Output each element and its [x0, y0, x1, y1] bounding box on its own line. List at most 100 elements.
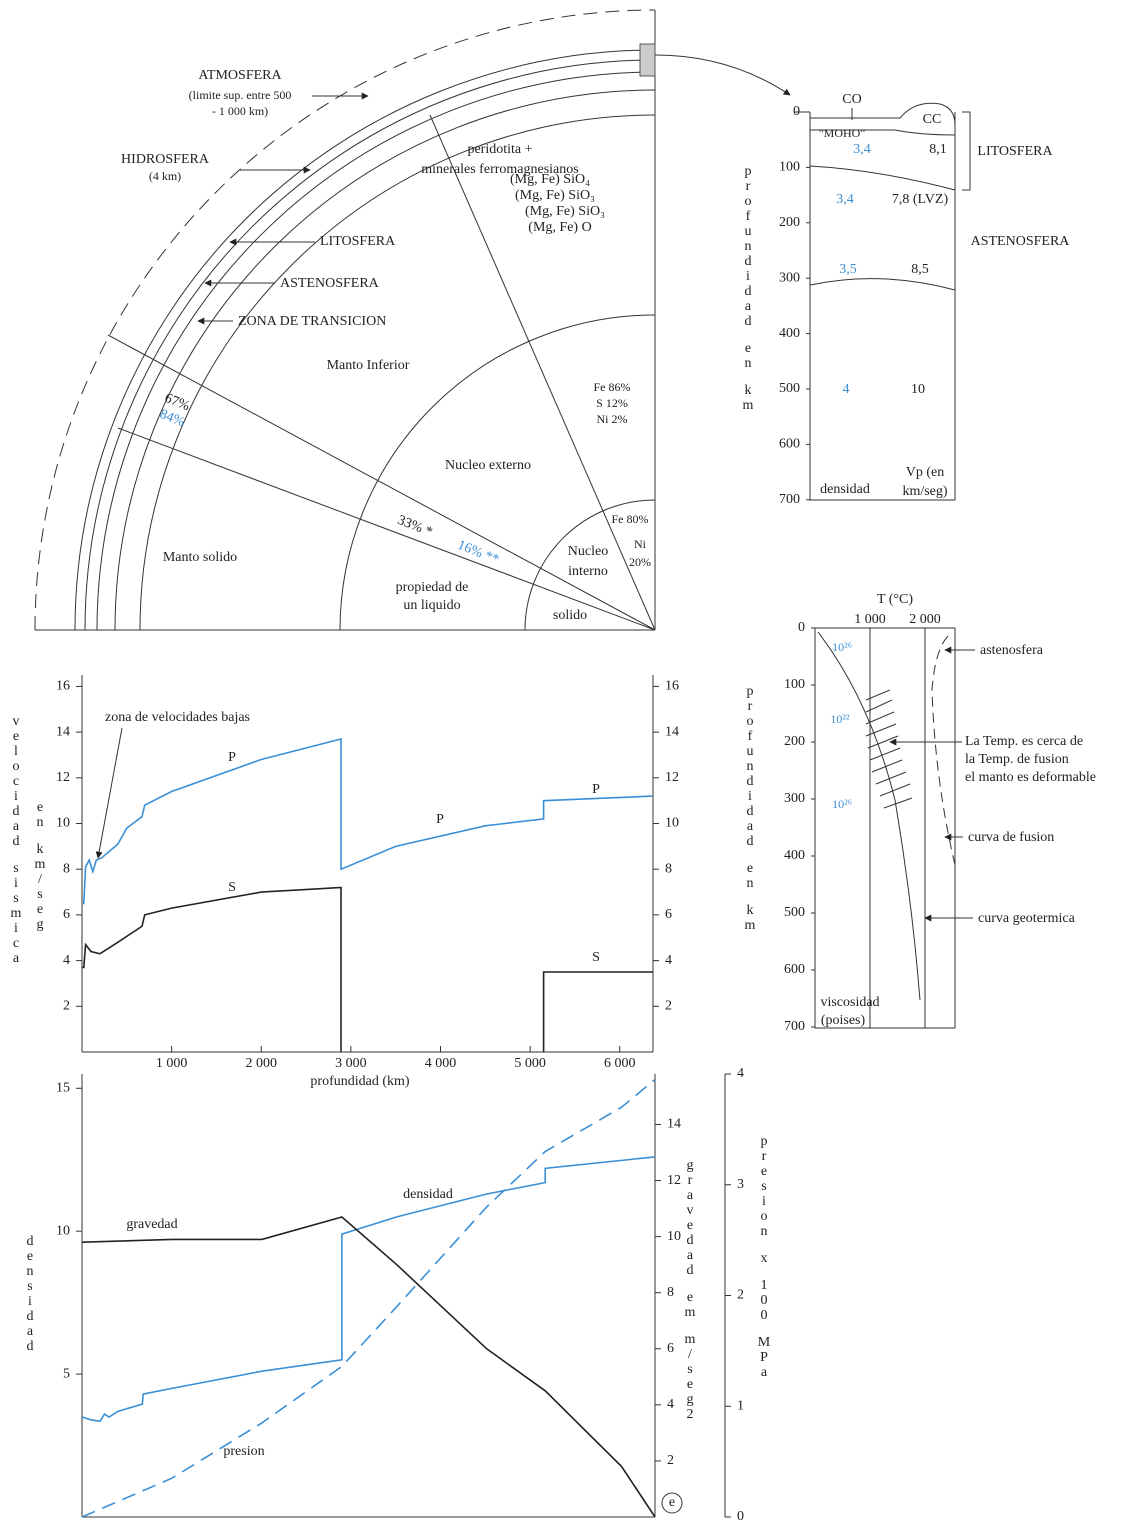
lithosphere-base — [810, 166, 955, 190]
label: ASTENOSFERA — [280, 276, 380, 291]
label: interno — [568, 564, 608, 579]
y-tick-label: 100 — [784, 677, 805, 692]
label: Manto Inferior — [327, 358, 410, 373]
annotation: S — [592, 950, 600, 965]
y-tick-label: 5 — [63, 1366, 70, 1381]
label: (4 km) — [149, 169, 181, 183]
series-label: densidad — [403, 1187, 453, 1202]
formula: (Mg, Fe) SiO₃ — [515, 188, 595, 203]
x-tick-label: 5 000 — [514, 1056, 546, 1071]
y-tick-label: 10 — [56, 1223, 70, 1238]
series-line — [82, 1217, 655, 1517]
label: ZONA DE TRANSICION — [238, 314, 386, 329]
vp-value: 8,5 — [911, 262, 929, 277]
density-value: 3,4 — [853, 142, 871, 157]
y-tick-label: 0 — [798, 620, 805, 635]
y-tick-label: 12 — [56, 770, 70, 785]
sector-line — [108, 335, 655, 630]
label: viscosidad — [820, 995, 879, 1010]
y-tick-label: 0 — [793, 104, 800, 119]
y-tick-label: 6 — [665, 907, 672, 922]
annotation: curva geotermica — [978, 911, 1076, 926]
series-label: presion — [223, 1444, 264, 1459]
y-tick-label: 2 — [737, 1288, 744, 1303]
x-tick-label: 1 000 — [854, 612, 886, 627]
axis-label: enkm/seg — [35, 800, 46, 932]
viscosity-value: 10²² — [830, 712, 850, 726]
label: "MOHO" — [819, 126, 866, 140]
label: densidad — [820, 482, 870, 497]
y-tick-label: 12 — [665, 770, 679, 785]
label: HIDROSFERA — [121, 152, 210, 167]
label: solido — [553, 608, 587, 623]
annotation: el manto es deformable — [965, 770, 1096, 785]
viscosity-value: 10²⁶ — [832, 797, 852, 811]
viscosity-inset: T (°C) 10²⁶ 10²² 10²⁶ astenosfera La Tem… — [815, 592, 1096, 1028]
arrow — [98, 728, 122, 858]
label: Manto solido — [163, 550, 237, 565]
x-tick-label: 6 000 — [604, 1056, 636, 1071]
density-value: 4 — [843, 382, 850, 397]
vp-value: 7,8 (LVZ) — [892, 192, 949, 207]
bracket — [962, 112, 970, 190]
series-label: gravedad — [126, 1217, 177, 1232]
annotation: curva de fusion — [968, 830, 1054, 845]
y-tick-label: 2 — [667, 1453, 674, 1468]
y-tick-label: 6 — [667, 1341, 674, 1356]
y-tick-label: 3 — [737, 1177, 744, 1192]
x-tick-label: 1 000 — [156, 1056, 188, 1071]
sector-line — [118, 428, 655, 630]
inset-frame — [810, 112, 955, 500]
y-tick-label: 14 — [56, 724, 70, 739]
x-tick-label: 2 000 — [909, 612, 941, 627]
annotation: P — [436, 812, 444, 827]
hatching — [866, 690, 912, 808]
y-tick-label: 700 — [779, 492, 800, 507]
label: ATMOSFERA — [198, 68, 282, 83]
formula: (Mg, Fe) SiO₄ — [510, 172, 590, 187]
label: Fe 80% — [612, 512, 649, 526]
x-tick-label: 2 000 — [245, 1056, 277, 1071]
y-tick-label: 4 — [667, 1397, 674, 1412]
annotation: zona de velocidades bajas — [105, 710, 250, 725]
earth-section: ATMOSFERA (limite sup. entre 500 - 1 000… — [35, 10, 790, 630]
geotherm-curve — [818, 632, 920, 1000]
annotation: P — [592, 782, 600, 797]
y-tick-label: 200 — [784, 734, 805, 749]
label: un liquido — [403, 598, 460, 613]
label: Nucleo — [568, 544, 608, 559]
y-tick-label: 10 — [665, 816, 679, 831]
label: 20% — [629, 555, 651, 569]
y-tick-label: 0 — [737, 1509, 744, 1522]
zoom-box — [640, 44, 655, 76]
series-label: S — [228, 880, 236, 895]
share: 33% * — [395, 513, 434, 540]
y-tick-label: 10 — [56, 816, 70, 831]
label: Nucleo externo — [445, 458, 531, 473]
label: CO — [842, 92, 861, 107]
label: (limite sup. entre 500 — [189, 88, 292, 102]
y-tick-label: 500 — [779, 381, 800, 396]
y-tick-label: 15 — [56, 1081, 70, 1096]
y-tick-label: 300 — [784, 791, 805, 806]
series-line — [82, 1157, 655, 1421]
formula: (Mg, Fe) O — [528, 220, 591, 235]
y-tick-label: 12 — [667, 1173, 681, 1188]
label: Fe 86% — [594, 380, 631, 394]
annotation: la Temp. de fusion — [965, 752, 1069, 767]
zoom-arrow — [655, 55, 790, 95]
y-tick-label: 2 — [63, 999, 70, 1014]
y-tick-label: 500 — [784, 905, 805, 920]
y-tick-label: 700 — [784, 1019, 805, 1034]
y-tick-label: 1 — [737, 1398, 744, 1413]
y-tick-label: 600 — [779, 437, 800, 452]
axis-label: profundidadenkm — [743, 164, 754, 413]
series-label: P — [228, 750, 236, 765]
y-tick-label: 200 — [779, 215, 800, 230]
annotation: e — [669, 1495, 675, 1510]
vp-value: 8,1 — [929, 142, 947, 157]
y-tick-label: 6 — [63, 907, 70, 922]
